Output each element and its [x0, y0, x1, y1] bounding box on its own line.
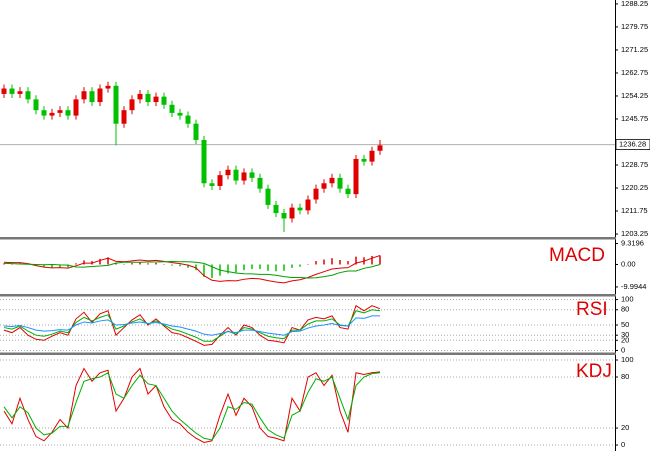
pane-title: MACD — [549, 245, 605, 266]
candle-body — [217, 175, 223, 186]
y-tick-label: 0.00 — [621, 259, 636, 268]
y-tick-label: 80 — [621, 305, 629, 314]
candle-body — [201, 139, 207, 184]
candle-body — [161, 96, 167, 105]
candle-body — [57, 110, 63, 113]
candle-body — [41, 110, 47, 116]
y-tick-label: 1271.25 — [621, 45, 648, 54]
y-tick-label: 50 — [621, 320, 629, 329]
candle-body — [297, 207, 303, 211]
last-price-label: 1236.28 — [619, 140, 646, 149]
candle-body — [9, 88, 15, 94]
candle-body — [33, 99, 39, 111]
candle-body — [169, 104, 175, 113]
y-tick-label: 1211.75 — [621, 206, 648, 215]
candle-body — [225, 169, 231, 176]
pane-separator — [0, 352, 616, 355]
candle-body — [97, 88, 103, 103]
pane-title: KDJ — [576, 361, 612, 382]
candle-body — [313, 188, 319, 200]
y-tick-label: 100 — [621, 355, 634, 364]
y-tick-label: 80 — [621, 372, 629, 381]
candle-body — [337, 177, 343, 189]
candle-body — [193, 123, 199, 140]
candle-body — [281, 213, 287, 219]
candle-body — [129, 99, 135, 111]
candle-body — [185, 115, 191, 124]
candle-body — [209, 183, 215, 186]
candle-body — [137, 93, 143, 100]
y-tick-label: 20 — [621, 423, 629, 432]
candle-body — [49, 112, 55, 116]
candle-body — [177, 112, 183, 116]
candle-body — [289, 207, 295, 219]
candle-body — [305, 199, 311, 211]
candle-body — [321, 183, 327, 189]
indicator-line — [3, 372, 381, 441]
candle-body — [89, 91, 95, 103]
candle-body — [25, 91, 31, 100]
indicator-line — [3, 315, 380, 336]
candle-body — [1, 88, 7, 94]
y-tick-label: 1203.25 — [621, 229, 648, 238]
candle-body — [145, 93, 151, 103]
candle-body — [361, 158, 367, 162]
candle-body — [241, 172, 247, 181]
candle-body — [105, 85, 111, 89]
indicator-line — [3, 309, 381, 342]
y-tick-label: 0 — [621, 440, 625, 449]
candle-body — [233, 169, 239, 181]
indicator-line — [3, 261, 381, 279]
y-tick-label: 1262.75 — [621, 68, 648, 77]
candle-body — [273, 204, 279, 214]
candle-body — [113, 85, 119, 124]
y-tick-label: -9.9944 — [621, 282, 646, 291]
indicator-line — [3, 255, 381, 284]
last-price-box — [615, 139, 650, 151]
y-tick-label: 0 — [621, 345, 625, 354]
y-tick-label: 1228.75 — [621, 160, 648, 169]
y-tick-label: 1254.25 — [621, 91, 648, 100]
candle-body — [257, 177, 263, 189]
indicator-line — [3, 304, 381, 346]
pane-separator — [0, 294, 616, 297]
candle-body — [353, 158, 359, 195]
candle-body — [249, 172, 255, 178]
y-tick-label: 1220.25 — [621, 183, 648, 192]
pane-separator — [0, 237, 616, 240]
y-tick-label: 20 — [621, 335, 629, 344]
y-tick-label: 1245.75 — [621, 114, 648, 123]
candle-body — [345, 188, 351, 195]
y-tick-label: 1279.75 — [621, 22, 648, 31]
candle-body — [81, 91, 87, 100]
y-tick-label: 1288.25 — [621, 0, 648, 8]
candle-body — [17, 91, 23, 94]
candle-body — [369, 150, 375, 162]
candle-body — [329, 177, 335, 184]
y-tick-label: 100 — [621, 295, 634, 304]
candle-body — [153, 96, 159, 103]
y-tick-label: 30 — [621, 330, 629, 339]
candle-body — [265, 188, 271, 205]
candle-body — [73, 99, 79, 116]
y-tick-label: 9.3196 — [621, 239, 644, 248]
candle-body — [377, 145, 383, 151]
candle-body — [121, 110, 127, 124]
candle-body — [65, 110, 71, 116]
